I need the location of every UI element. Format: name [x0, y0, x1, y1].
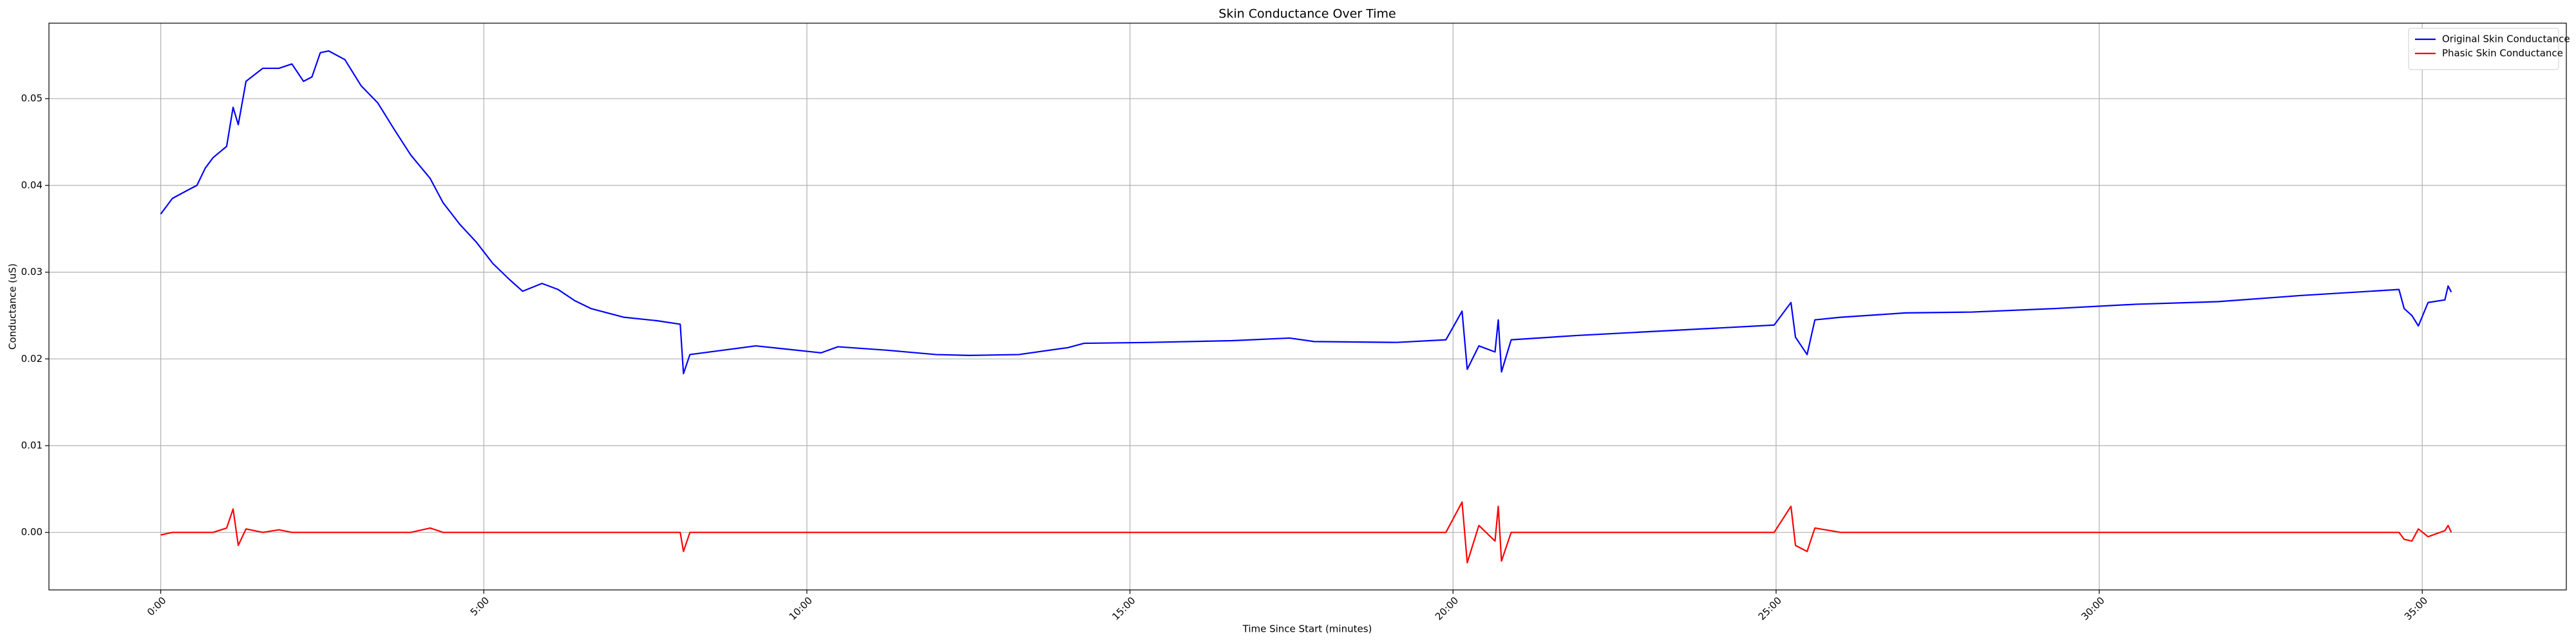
- y-axis-label: Conductance (uS): [7, 263, 19, 350]
- x-tick-label: 25:00: [1756, 594, 1784, 622]
- legend-box: [2408, 28, 2559, 70]
- x-tick-label: 5:00: [468, 594, 492, 618]
- x-tick-label: 30:00: [2079, 594, 2107, 622]
- y-tick-label: 0.00: [21, 526, 43, 538]
- x-tick-label: 35:00: [2402, 594, 2430, 622]
- plot-frame: [48, 23, 2567, 591]
- x-tick-label: 10:00: [787, 594, 815, 622]
- x-tick-label: 0:00: [145, 594, 169, 618]
- y-tick-label: 0.03: [21, 266, 43, 278]
- y-tick-label: 0.01: [21, 439, 43, 451]
- y-tick-label: 0.05: [21, 93, 43, 104]
- data-line: [160, 501, 2452, 564]
- chart-title: Skin Conductance Over Time: [1218, 7, 1396, 21]
- x-axis-label: Time Since Start (minutes): [1242, 623, 1372, 635]
- x-tick-label: 15:00: [1110, 594, 1137, 622]
- x-tick-label: 20:00: [1433, 594, 1461, 622]
- y-tick-label: 0.04: [21, 179, 43, 191]
- legend-label: Original Skin Conductance: [2442, 33, 2570, 45]
- y-tick-label: 0.02: [21, 353, 43, 365]
- legend-label: Phasic Skin Conductance: [2442, 48, 2563, 59]
- data-line: [160, 50, 2452, 375]
